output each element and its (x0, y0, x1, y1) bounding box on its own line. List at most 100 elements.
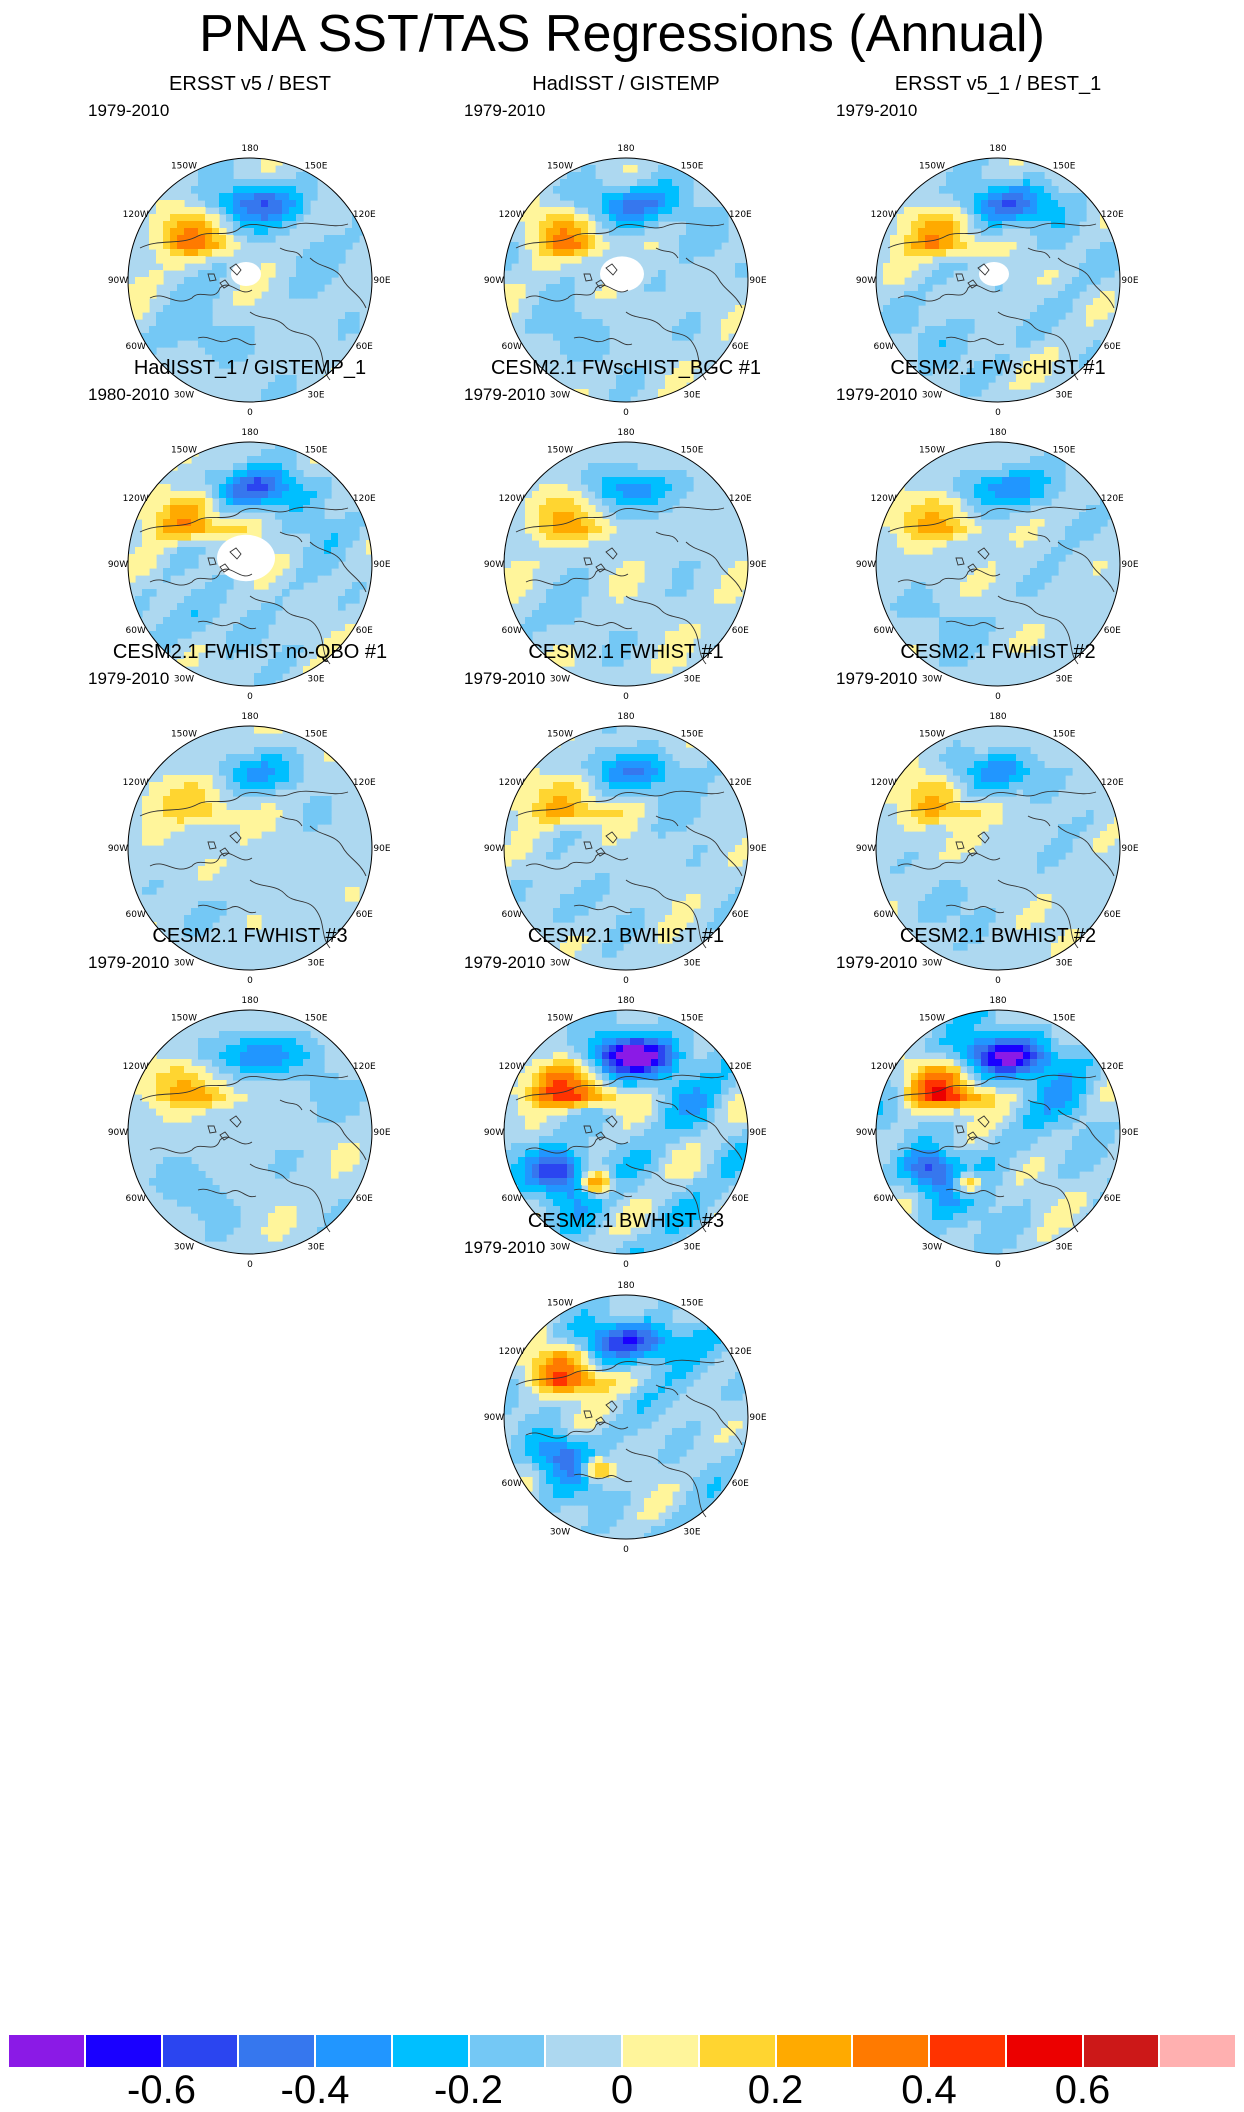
longitude-label: 150W (171, 1014, 197, 1024)
longitude-label: 60W (874, 626, 894, 636)
longitude-label: 90E (373, 276, 390, 286)
longitude-label: 0 (247, 1260, 253, 1270)
panel-title: ERSST v5 / BEST (80, 72, 420, 96)
longitude-label: 180 (617, 1281, 634, 1291)
regression-field (128, 1010, 372, 1254)
longitude-label: 60W (126, 626, 146, 636)
longitude-label: 0 (623, 1545, 629, 1555)
longitude-label: 90E (1121, 276, 1138, 286)
colorbar-box (469, 2034, 546, 2068)
longitude-label: 150E (1053, 162, 1076, 172)
longitude-label: 120E (353, 778, 376, 788)
colorbar-box (392, 2034, 469, 2068)
longitude-label: 90E (373, 560, 390, 570)
longitude-label: 120W (123, 494, 149, 504)
longitude-label: 150W (547, 446, 573, 456)
longitude-label: 90E (373, 844, 390, 854)
panel-title: CESM2.1 BWHIST #3 (456, 1209, 796, 1233)
longitude-label: 150W (919, 446, 945, 456)
longitude-label: 60W (874, 342, 894, 352)
colorbar-box (1006, 2034, 1083, 2068)
colorbar-box (852, 2034, 929, 2068)
longitude-label: 180 (989, 712, 1006, 722)
colorbar-tick-label: 0.4 (869, 2070, 989, 2110)
missing-data-region (217, 535, 275, 581)
colorbar-box (776, 2034, 853, 2068)
longitude-label: 120E (1101, 778, 1124, 788)
longitude-label: 120E (353, 1062, 376, 1072)
longitude-label: 150W (171, 446, 197, 456)
longitude-label: 180 (241, 712, 258, 722)
longitude-label: 120W (123, 210, 149, 220)
longitude-label: 90W (484, 560, 504, 570)
longitude-label: 60W (502, 910, 522, 920)
panel-title: HadISST / GISTEMP (456, 72, 796, 96)
longitude-label: 120W (123, 778, 149, 788)
panel-title: CESM2.1 FWscHIST_BGC #1 (456, 356, 796, 380)
longitude-label: 30E (1055, 1242, 1072, 1252)
longitude-label: 150E (681, 730, 704, 740)
longitude-label: 120W (871, 494, 897, 504)
colorbar-tick-label: -0.4 (255, 2070, 375, 2110)
longitude-label: 60E (1104, 626, 1121, 636)
longitude-label: 60W (502, 626, 522, 636)
longitude-label: 120E (1101, 494, 1124, 504)
longitude-label: 180 (989, 144, 1006, 154)
longitude-label: 90W (484, 1413, 504, 1423)
longitude-label: 120E (353, 210, 376, 220)
longitude-label: 120W (123, 1062, 149, 1072)
longitude-label: 90W (484, 1128, 504, 1138)
longitude-label: 90W (108, 1128, 128, 1138)
longitude-label: 120W (871, 210, 897, 220)
longitude-label: 60E (1104, 342, 1121, 352)
longitude-label: 120W (871, 1062, 897, 1072)
longitude-label: 120W (499, 1347, 525, 1357)
longitude-label: 60E (732, 626, 749, 636)
longitude-label: 90W (484, 276, 504, 286)
longitude-label: 60E (356, 342, 373, 352)
colorbar-box (1159, 2034, 1236, 2068)
panel-title: CESM2.1 BWHIST #2 (828, 924, 1168, 948)
longitude-label: 150W (171, 730, 197, 740)
longitude-label: 90E (373, 1128, 390, 1138)
colorbar-box (8, 2034, 85, 2068)
longitude-label: 120W (499, 494, 525, 504)
longitude-label: 150E (681, 446, 704, 456)
longitude-label: 90E (749, 1128, 766, 1138)
figure-title: PNA SST/TAS Regressions (Annual) (0, 2, 1244, 66)
panel-title: HadISST_1 / GISTEMP_1 (80, 356, 420, 380)
longitude-label: 90E (1121, 1128, 1138, 1138)
colorbar-box (929, 2034, 1006, 2068)
longitude-label: 150E (1053, 730, 1076, 740)
colorbar-box (238, 2034, 315, 2068)
longitude-label: 30W (174, 1242, 194, 1252)
longitude-label: 120E (729, 494, 752, 504)
longitude-label: 60W (502, 1194, 522, 1204)
longitude-label: 60W (502, 1479, 522, 1489)
colorbar-box (622, 2034, 699, 2068)
longitude-label: 150E (305, 730, 328, 740)
longitude-label: 30E (307, 1242, 324, 1252)
longitude-label: 120W (499, 778, 525, 788)
longitude-label: 150W (919, 162, 945, 172)
longitude-label: 150E (305, 1014, 328, 1024)
colorbar-tick-label: -0.2 (409, 2070, 529, 2110)
longitude-label: 180 (617, 144, 634, 154)
longitude-label: 180 (241, 144, 258, 154)
longitude-label: 90W (108, 844, 128, 854)
longitude-label: 120E (1101, 210, 1124, 220)
panel-title: CESM2.1 FWscHIST #1 (828, 356, 1168, 380)
longitude-label: 60E (732, 1479, 749, 1489)
longitude-label: 150W (171, 162, 197, 172)
longitude-label: 120E (729, 778, 752, 788)
colorbar-tick-label: 0.6 (1023, 2070, 1143, 2110)
longitude-label: 180 (241, 428, 258, 438)
longitude-label: 90W (856, 1128, 876, 1138)
longitude-label: 90E (749, 276, 766, 286)
colorbar-box (162, 2034, 239, 2068)
panel-title: ERSST v5_1 / BEST_1 (828, 72, 1168, 96)
longitude-label: 150E (305, 446, 328, 456)
